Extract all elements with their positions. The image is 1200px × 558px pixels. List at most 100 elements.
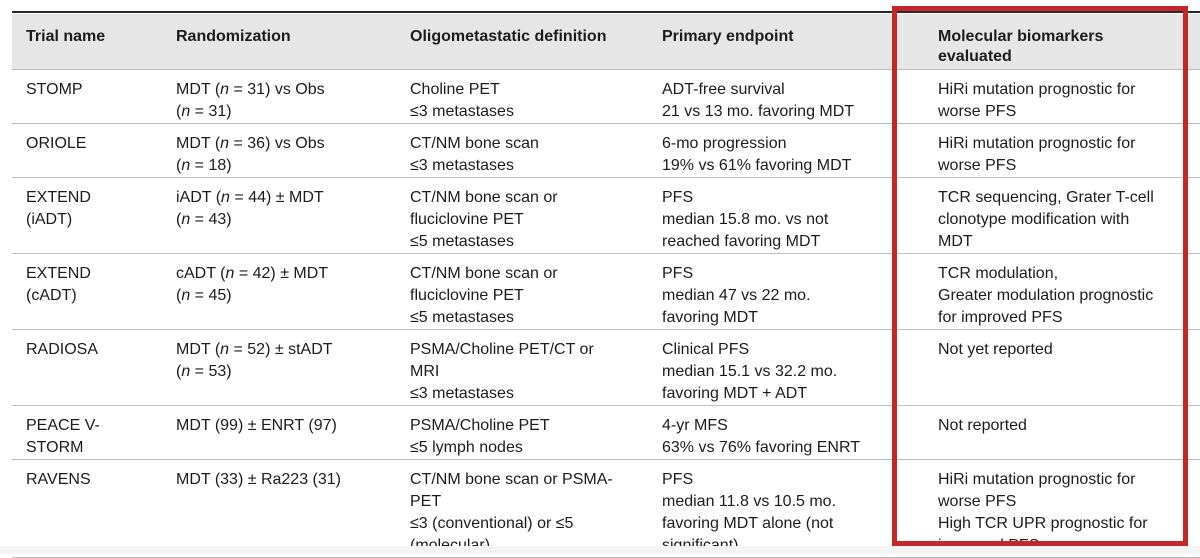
cell-line: (cADT) [26,287,77,304]
cell-randomization: MDT (n = 31) vs Obs (n = 31) [162,69,396,124]
cell-trial: PEACE V- STORM [12,405,162,460]
cell-line: MDT (n = 52) ± stADT [176,341,333,358]
trials-table: Trial name Randomization Oligometastatic… [12,14,1200,558]
cell-trial: EXTEND (cADT) [12,253,162,330]
cell-line: MDT (n = 36) vs Obs [176,135,325,152]
cell-line: PFS [662,265,694,282]
cell-line: median 11.8 vs 10.5 mo. [662,493,837,510]
cell-line: for improved PFS [938,309,1063,326]
cell-line: MDT (99) ± ENRT (97) [176,417,337,434]
cell-line: 21 vs 13 mo. favoring MDT [662,103,855,120]
cell-line: worse PFS [938,157,1017,174]
bottom-shade [0,546,1200,554]
cell-line: STORM [26,439,84,456]
cell-line: ADT-free survival [662,81,785,98]
cell-line: PEACE V- [26,417,100,434]
cell-line: Not yet reported [938,341,1053,358]
cell-line: PFS [662,189,694,206]
cell-line: (n = 53) [176,363,232,380]
cell-line: iADT (n = 44) ± MDT [176,189,324,206]
cell-definition: PSMA/Choline PET/CT or MRI ≤3 metastases [396,329,648,406]
cell-line: Not reported [938,417,1027,434]
cell-line: 6-mo progression [662,135,787,152]
cell-line: HiRi mutation prognostic for [938,135,1136,152]
cell-trial: EXTEND (iADT) [12,177,162,254]
cell-line: EXTEND [26,265,91,282]
cell-line: cADT (n = 42) ± MDT [176,265,329,282]
cell-line: PFS [662,471,694,488]
cell-randomization: MDT (n = 52) ± stADT (n = 53) [162,329,396,406]
cell-line: Clinical PFS [662,341,750,358]
cell-endpoint: Clinical PFS median 15.1 vs 32.2 mo. favor… [648,329,912,406]
cell-definition: CT/NM bone scan or fluciclovine PET ≤5 met… [396,177,648,254]
cell-line: HiRi mutation prognostic for [938,81,1136,98]
cell-line: RAVENS [26,471,91,488]
cell-line: reached favoring MDT [662,233,821,250]
table-row: ORIOLE MDT (n = 36) vs Obs (n = 18) CT/NM… [12,123,1200,178]
cell-line: (iADT) [26,211,73,228]
cell-trial: STOMP [12,69,162,124]
cell-line: PSMA/Choline PET/CT or [410,341,594,358]
cell-line: High TCR UPR prognostic for [938,515,1148,532]
cell-line: median 47 vs 22 mo. [662,287,811,304]
cell-biomarkers: HiRi mutation prognostic for worse PFS Hig… [912,459,1200,558]
cell-definition: PSMA/Choline PET ≤5 lymph nodes [396,405,648,460]
header-biomarkers: Molecular biomarkers evaluated [912,14,1200,70]
cell-endpoint: PFS median 15.8 mo. vs not reached favorin… [648,177,912,254]
cell-line: CT/NM bone scan or [410,189,558,206]
cell-line: MDT (n = 31) vs Obs [176,81,325,98]
cell-line: ≤3 metastases [410,157,514,174]
cell-line: Greater modulation prognostic [938,287,1154,304]
cell-line: PSMA/Choline PET [410,417,550,434]
cell-line: ORIOLE [26,135,87,152]
cell-line: favoring MDT + ADT [662,385,808,402]
cell-line: STOMP [26,81,83,98]
cell-line: CT/NM bone scan or [410,265,558,282]
header-biomarkers-line: Molecular biomarkers [938,28,1104,45]
table-row: PEACE V- STORM MDT (99) ± ENRT (97) PSMA/… [12,405,1200,460]
cell-line: MRI [410,363,440,380]
cell-line: CT/NM bone scan [410,135,539,152]
cell-biomarkers: HiRi mutation prognostic for worse PFS [912,123,1200,178]
cell-line: EXTEND [26,189,91,206]
cell-definition: CT/NM bone scan or PSMA- PET ≤3 (conventio… [396,459,648,558]
cell-biomarkers: Not reported [912,405,1200,460]
cell-line: ≤3 metastases [410,385,514,402]
cell-line: median 15.1 vs 32.2 mo. [662,363,838,380]
table-row: RAVENS MDT (33) ± Ra223 (31) CT/NM bone … [12,459,1200,558]
cell-randomization: MDT (99) ± ENRT (97) [162,405,396,460]
cell-biomarkers: Not yet reported [912,329,1200,406]
header-endpoint: Primary endpoint [648,14,912,70]
cell-line: median 15.8 mo. vs not [662,211,829,228]
header-biomarkers-line: evaluated [938,48,1012,65]
cell-endpoint: PFS median 11.8 vs 10.5 mo. favoring MDT a… [648,459,912,558]
cell-line: MDT (33) ± Ra223 (31) [176,471,341,488]
header-randomization: Randomization [162,14,396,70]
cell-line: (n = 43) [176,211,232,228]
header-trial-name: Trial name [12,14,162,70]
cell-line: ≤3 (conventional) or ≤5 [410,515,574,532]
cell-line: HiRi mutation prognostic for [938,471,1136,488]
cell-line: TCR sequencing, Grater T-cell [938,189,1154,206]
cell-line: PET [410,493,442,510]
cell-line: favoring MDT alone (not [662,515,834,532]
cell-biomarkers: TCR sequencing, Grater T-cell clonotype m… [912,177,1200,254]
table-row: STOMP MDT (n = 31) vs Obs (n = 31) Cholin… [12,69,1200,124]
cell-endpoint: ADT-free survival 21 vs 13 mo. favoring M… [648,69,912,124]
cell-line: 4-yr MFS [662,417,728,434]
cell-line: CT/NM bone scan or PSMA- [410,471,613,488]
cell-line: ≤5 lymph nodes [410,439,523,456]
cell-line: 63% vs 76% favoring ENRT [662,439,861,456]
cell-endpoint: 4-yr MFS 63% vs 76% favoring ENRT [648,405,912,460]
cell-randomization: cADT (n = 42) ± MDT (n = 45) [162,253,396,330]
cell-line: (n = 18) [176,157,232,174]
cell-line: fluciclovine PET [410,287,524,304]
cell-endpoint: PFS median 47 vs 22 mo. favoring MDT [648,253,912,330]
cell-trial: RADIOSA [12,329,162,406]
cell-line: worse PFS [938,493,1017,510]
cell-trial: ORIOLE [12,123,162,178]
cell-line: TCR modulation, [938,265,1059,282]
cell-line: 19% vs 61% favoring MDT [662,157,852,174]
header-definition: Oligometastatic definition [396,14,648,70]
cell-line: (n = 31) [176,103,232,120]
